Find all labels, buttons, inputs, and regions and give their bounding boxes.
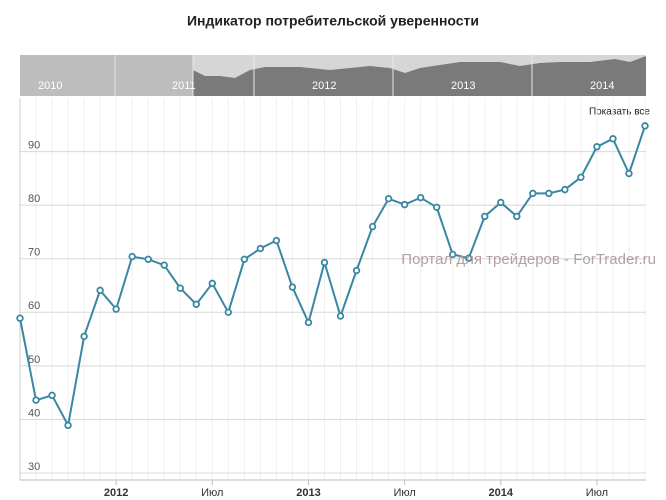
navigator-label: 2012	[312, 80, 336, 92]
x-tick-label: Июл	[393, 487, 415, 499]
data-point	[208, 279, 217, 288]
y-tick-label: 90	[28, 139, 40, 151]
navigator-label: 2013	[451, 80, 475, 92]
x-tick-label: Июл	[586, 487, 608, 499]
data-point	[497, 198, 505, 207]
data-point	[240, 255, 249, 263]
data-point	[272, 236, 281, 245]
chart-title: Индикатор потребительской уверенности	[187, 13, 479, 29]
data-point	[593, 143, 601, 151]
x-tick-label: Июл	[201, 487, 223, 499]
data-point	[304, 318, 313, 327]
y-tick-label: 80	[28, 193, 40, 205]
data-point	[448, 250, 457, 259]
data-point	[561, 185, 569, 194]
data-point	[320, 258, 329, 267]
x-tick-label: 2013	[296, 487, 320, 499]
data-point	[641, 122, 649, 130]
data-point	[224, 308, 233, 317]
reset-zoom-button[interactable]: Показать все	[589, 107, 650, 118]
navigator-label: 2014	[590, 80, 614, 92]
data-point	[96, 286, 104, 295]
navigator-mask	[20, 55, 193, 96]
data-point	[128, 252, 136, 261]
data-point	[64, 421, 72, 430]
data-point	[625, 169, 633, 178]
y-tick-label: 70	[28, 247, 40, 259]
data-point	[577, 173, 585, 181]
data-point	[256, 244, 265, 253]
y-tick-label: 40	[28, 407, 40, 419]
x-tick-label: 2012	[104, 487, 128, 499]
x-tick-label: 2014	[489, 487, 514, 499]
data-point	[160, 261, 168, 269]
data-point	[400, 200, 409, 209]
data-point	[384, 195, 393, 203]
data-point	[48, 391, 56, 400]
data-point	[144, 255, 152, 263]
navigator-label: 2011	[172, 80, 196, 92]
y-tick-label: 60	[28, 300, 40, 312]
data-point	[336, 312, 345, 320]
navigator[interactable]	[20, 55, 646, 96]
navigator-label: 2010	[38, 80, 62, 92]
data-point	[416, 193, 425, 202]
line-series	[19, 125, 646, 429]
data-point	[112, 305, 120, 313]
y-tick-label: 30	[28, 461, 40, 473]
y-tick-label: 50	[28, 354, 40, 366]
data-point	[513, 212, 521, 221]
data-point	[481, 212, 489, 221]
watermark: Портал для трейдеров - ForTrader.ru	[401, 251, 656, 268]
navigator-area	[193, 56, 646, 96]
data-point	[465, 254, 473, 262]
data-point	[16, 314, 24, 322]
data-point	[545, 189, 553, 198]
data-point	[288, 283, 297, 291]
data-point	[368, 222, 377, 231]
data-point	[176, 284, 184, 292]
data-point	[32, 396, 40, 404]
data-point	[432, 203, 441, 211]
data-point	[192, 300, 200, 308]
data-point	[609, 135, 617, 143]
data-point	[352, 266, 361, 275]
data-point	[529, 189, 537, 198]
data-point	[80, 332, 88, 341]
